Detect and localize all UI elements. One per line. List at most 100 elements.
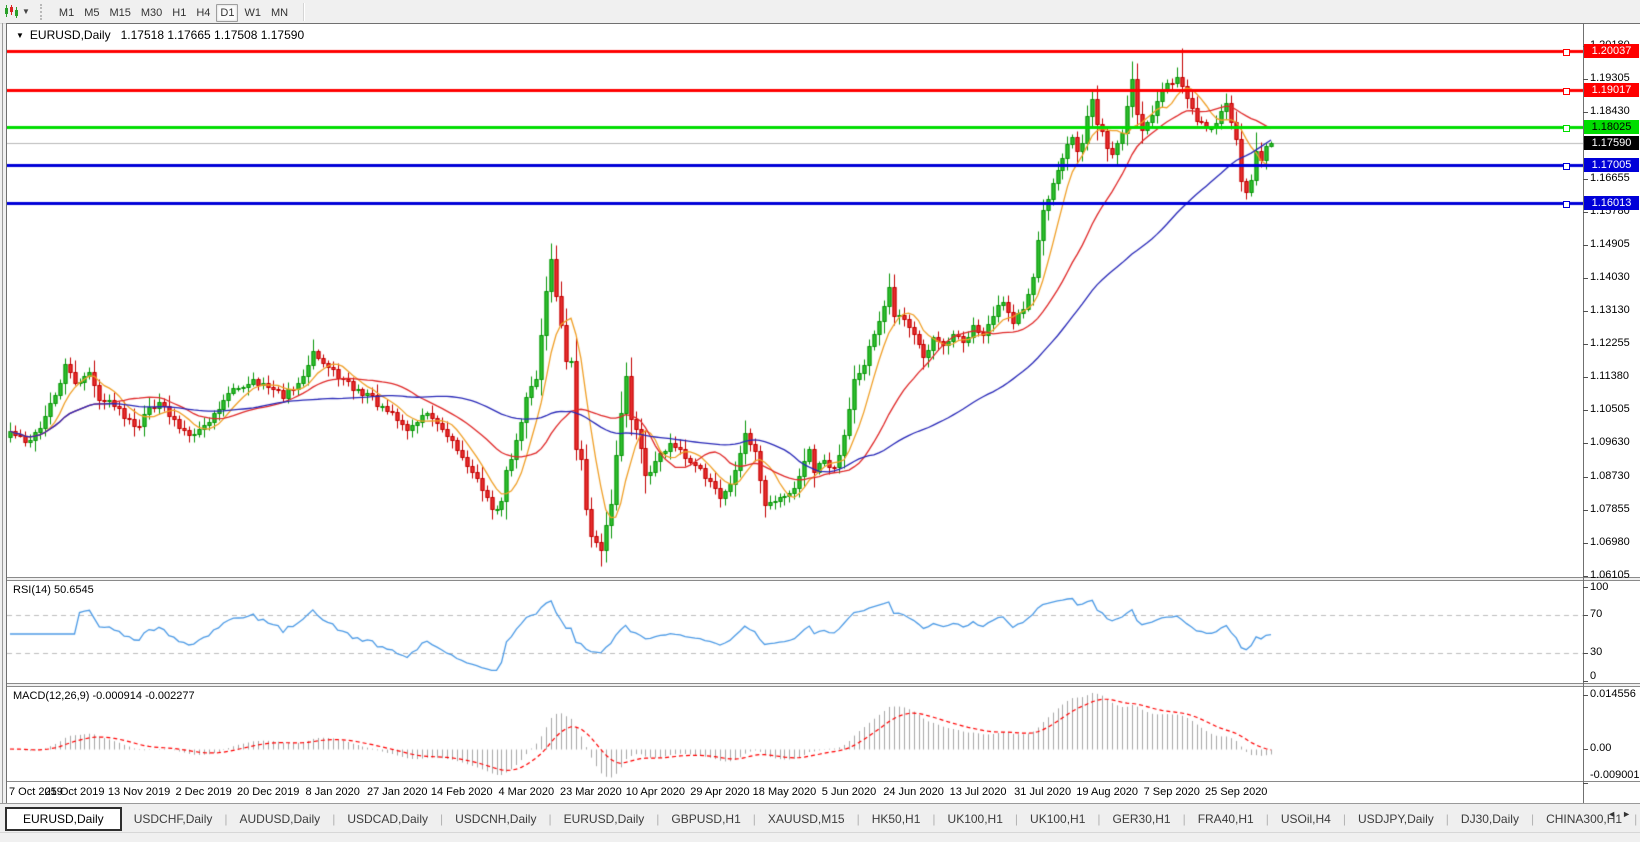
timeframe-button-mn[interactable]: MN — [270, 6, 289, 19]
tab-separator: | — [548, 811, 552, 826]
chart-tab-uk100-h1[interactable]: UK100,H1 — [947, 811, 1003, 826]
panel-splitter[interactable] — [7, 683, 1640, 687]
chart-tab-eurusd-daily[interactable]: EURUSD,Daily — [563, 811, 645, 826]
chart-tab-usdcnh-daily[interactable]: USDCNH,Daily — [455, 811, 537, 826]
chart-tab-bar: EURUSD,Daily USDCHF,Daily | AUDUSD,Daily | US… — [0, 803, 1640, 833]
time-axis-label: 29 Apr 2020 — [690, 786, 750, 798]
tab-separator: | — [1097, 811, 1101, 826]
panel-splitter[interactable] — [7, 577, 1640, 581]
macd-axis-label: -0.009001 — [1590, 769, 1640, 781]
window-bottom-strip — [0, 832, 1640, 842]
chart-tab-gbpusd-h1[interactable]: GBPUSD,H1 — [671, 811, 741, 826]
time-axis-label: 24 Jun 2020 — [883, 786, 944, 798]
chart-tab-fra40-h1[interactable]: FRA40,H1 — [1197, 811, 1254, 826]
time-axis-border — [7, 781, 1640, 782]
current-price-tag: 1.17590 — [1584, 136, 1639, 150]
timeframe-button-h1[interactable]: H1 — [172, 6, 187, 19]
tab-separator: | — [1445, 811, 1449, 826]
price-chart-canvas[interactable] — [7, 24, 1583, 577]
hline-price-tag: 1.19017 — [1584, 83, 1639, 97]
chart-tab-dj30-daily[interactable]: DJ30,Daily — [1460, 811, 1519, 826]
time-axis-label: 13 Nov 2019 — [107, 786, 171, 798]
tab-separator: | — [752, 811, 756, 826]
price-axis-tick-label: 1.14030 — [1590, 271, 1630, 283]
chart-tab-ger30-h1[interactable]: GER30,H1 — [1112, 811, 1171, 826]
rsi-axis-tick — [1583, 681, 1588, 682]
rsi-axis-label: 30 — [1590, 645, 1603, 658]
time-axis-label: 25 Oct 2019 — [44, 786, 105, 798]
chart-tab-xauusd-m15[interactable]: XAUUSD,M15 — [767, 811, 845, 826]
price-axis-tick — [1583, 576, 1588, 577]
timeframe-button-m1[interactable]: M1 — [58, 6, 75, 19]
hline-price-tag: 1.16013 — [1584, 196, 1639, 210]
price-axis-tick-label: 1.09630 — [1590, 436, 1630, 448]
tab-separator: | — [1530, 811, 1535, 826]
hline-drag-handle[interactable] — [1563, 125, 1570, 132]
price-axis-tick — [1583, 344, 1588, 345]
hline-price-tag: 1.20037 — [1584, 44, 1639, 58]
rsi-axis-label: 100 — [1590, 581, 1609, 593]
candlestick-chart-icon[interactable] — [4, 4, 19, 19]
chart-tab-usdchf-daily[interactable]: USDCHF,Daily — [133, 811, 213, 826]
chart-tab-hk50-h1[interactable]: HK50,H1 — [871, 811, 921, 826]
toolbar-grip-handle[interactable] — [39, 3, 46, 20]
timeframe-button-h4[interactable]: H4 — [196, 6, 211, 19]
price-axis-tick — [1583, 377, 1588, 378]
time-axis-label: 18 May 2020 — [752, 786, 817, 798]
time-axis-label: 13 Jul 2020 — [949, 786, 1007, 798]
time-axis-label: 20 Dec 2019 — [236, 786, 300, 798]
chart-tab-audusd-daily[interactable]: AUDUSD,Daily — [239, 811, 321, 826]
tab-scroll-left-icon[interactable]: ◄ — [1607, 809, 1623, 819]
hline-drag-handle[interactable] — [1563, 201, 1570, 208]
tab-scroll-arrows[interactable]: ◄► — [1607, 809, 1637, 819]
time-axis-label: 23 Mar 2020 — [559, 786, 622, 798]
candlestick-chart-icon-glyph — [5, 5, 18, 18]
chart-tab-usdjpy-daily[interactable]: USDJPY,Daily — [1357, 811, 1434, 826]
price-axis-tick — [1583, 443, 1588, 444]
time-axis-label: 4 Mar 2020 — [498, 786, 555, 798]
chart-tab-eurusd-daily[interactable]: EURUSD,Daily — [5, 806, 122, 831]
window-frame-edge — [2, 23, 3, 832]
price-axis-tick-label: 1.13130 — [1590, 304, 1630, 316]
macd-axis-tick — [1583, 749, 1588, 750]
price-axis-tick — [1583, 79, 1588, 80]
chevron-down-icon[interactable]: ▼ — [22, 7, 30, 16]
macd-axis-tick — [1583, 783, 1588, 784]
price-axis-tick-label: 1.18430 — [1590, 105, 1630, 117]
price-axis-tick — [1583, 179, 1588, 180]
chart-tab-china300-h1[interactable]: CHINA300,H1 — [1546, 811, 1623, 826]
rsi-indicator-canvas[interactable] — [7, 581, 1583, 683]
price-axis-line — [1583, 24, 1584, 803]
tab-separator: | — [1182, 811, 1186, 826]
timeframe-button-m15[interactable]: M15 — [109, 6, 131, 19]
hline-drag-handle[interactable] — [1563, 163, 1570, 170]
price-axis-tick — [1583, 543, 1588, 544]
chart-title: ▼ EURUSD,Daily 1.17518 1.17665 1.17508 1.1… — [16, 28, 304, 42]
triangle-down-icon[interactable]: ▼ — [16, 31, 24, 40]
chart-tab-uk100-h1[interactable]: UK100,H1 — [1030, 811, 1086, 826]
price-axis-tick-label: 1.12255 — [1590, 337, 1630, 349]
price-axis-tick — [1583, 212, 1588, 213]
price-axis-tick — [1583, 410, 1588, 411]
chart-tab-usoil-h4[interactable]: USOil,H4 — [1280, 811, 1331, 826]
rsi-axis-label: 0 — [1590, 670, 1597, 682]
timeframe-button-m30[interactable]: M30 — [140, 6, 163, 19]
hline-drag-handle[interactable] — [1563, 88, 1570, 95]
price-axis-tick — [1583, 112, 1588, 113]
timeframe-button-m5[interactable]: M5 — [84, 6, 100, 19]
tab-separator: | — [224, 811, 228, 826]
chart-tab-usdcad-daily[interactable]: USDCAD,Daily — [347, 811, 428, 826]
price-axis-tick — [1583, 311, 1588, 312]
tab-scroll-right-icon[interactable]: ► — [1622, 809, 1637, 819]
hline-drag-handle[interactable] — [1563, 49, 1570, 56]
timeframe-button-w1[interactable]: W1 — [244, 6, 261, 19]
tab-separator: | — [332, 811, 336, 826]
chart-ohlc-values: 1.17518 1.17665 1.17508 1.17590 — [120, 28, 305, 42]
price-axis-tick — [1583, 245, 1588, 246]
timeframe-button-d1[interactable]: D1 — [216, 3, 239, 22]
price-axis-tick-label: 1.08730 — [1590, 470, 1630, 482]
price-axis-tick — [1583, 510, 1588, 511]
macd-indicator-canvas[interactable] — [7, 687, 1583, 781]
macd-axis-tick — [1583, 695, 1588, 696]
